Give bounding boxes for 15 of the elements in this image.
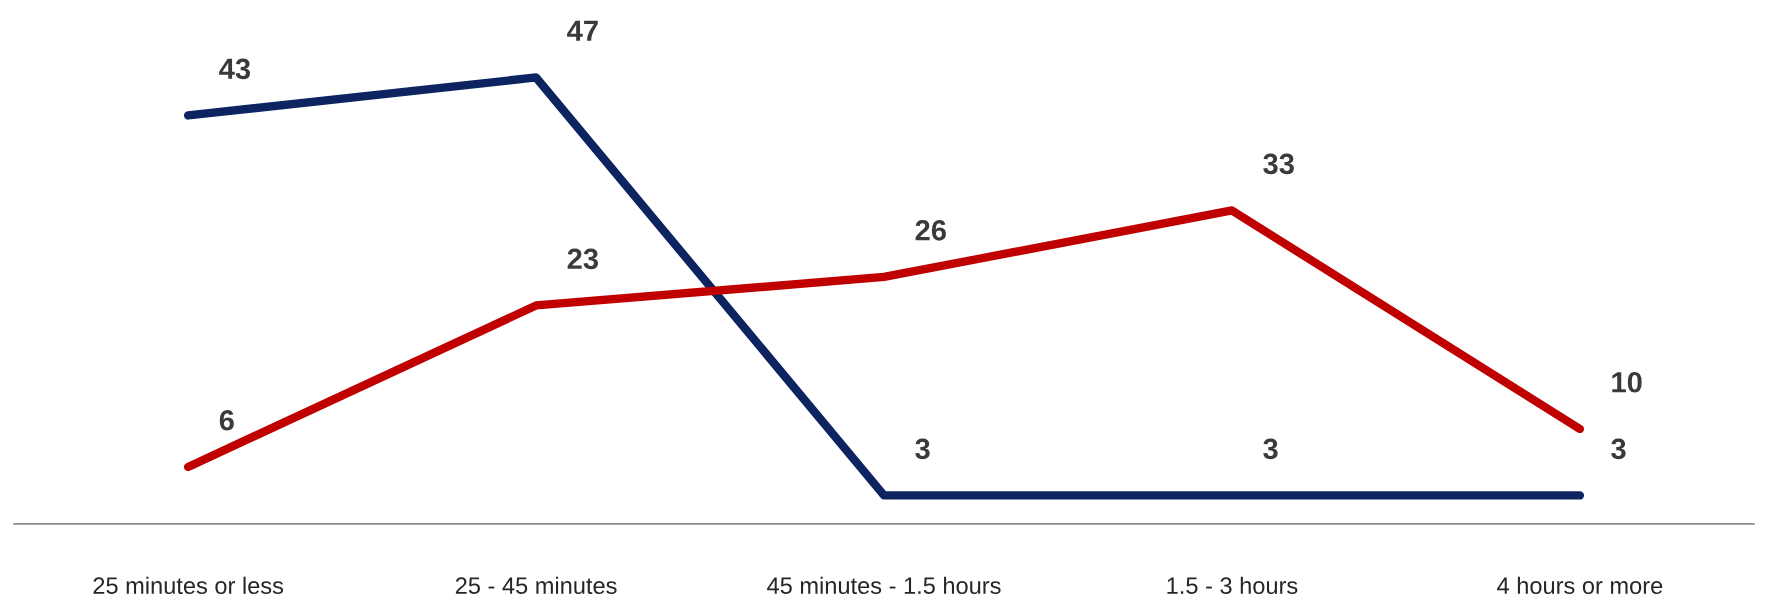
x-tick-label: 45 minutes - 1.5 hours [767, 576, 1001, 595]
x-tick-label: 1.5 - 3 hours [1167, 576, 1298, 595]
data-label: 26 [915, 219, 946, 241]
data-label: 6 [219, 409, 234, 431]
data-label: 33 [1263, 153, 1294, 175]
data-label: 43 [219, 58, 251, 80]
data-label: 23 [567, 248, 598, 270]
x-tick-label: 25 minutes or less [93, 576, 284, 595]
data-label: 47 [567, 20, 598, 41]
x-tick-label: 4 hours or more [1497, 576, 1663, 595]
data-label: 3 [1611, 438, 1626, 460]
data-label: 3 [915, 438, 930, 460]
x-tick-label: 25 - 45 minutes [455, 576, 617, 595]
data-label: 10 [1612, 371, 1642, 393]
data-label: 3 [1263, 438, 1278, 460]
